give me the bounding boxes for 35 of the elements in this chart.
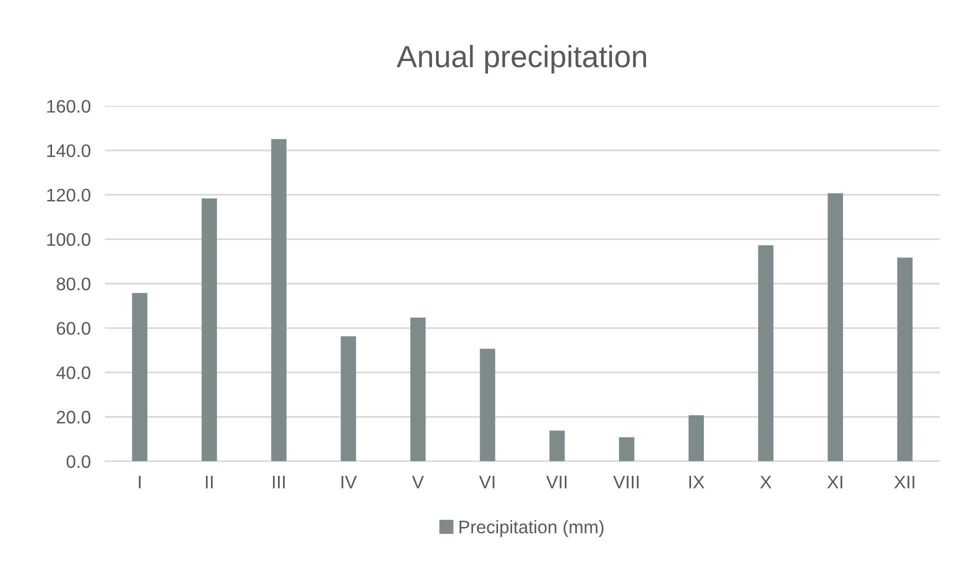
bar bbox=[828, 193, 843, 462]
y-tick-label: 80.0 bbox=[56, 278, 90, 290]
y-tick-label: 20.0 bbox=[56, 410, 90, 424]
y-tick-label: 140.0 bbox=[47, 144, 90, 158]
x-tick-label: III bbox=[272, 476, 285, 488]
x-tick-label: X bbox=[760, 476, 772, 488]
x-tick-label: VIII bbox=[613, 476, 639, 488]
bar bbox=[271, 139, 286, 462]
y-tick-label: 0.0 bbox=[66, 455, 90, 468]
bar bbox=[132, 292, 148, 462]
y-tick-label: 160.0 bbox=[47, 100, 90, 113]
x-tick-label: I bbox=[138, 476, 141, 488]
x-tick-label: XI bbox=[827, 476, 842, 488]
bar bbox=[758, 245, 774, 462]
bar bbox=[340, 336, 356, 462]
bar bbox=[688, 415, 704, 462]
y-tick-label: 120.0 bbox=[47, 188, 90, 202]
y-tick-label: 40.0 bbox=[56, 366, 90, 380]
bar bbox=[410, 318, 426, 462]
x-tick-label: II bbox=[206, 476, 213, 488]
bar bbox=[202, 198, 217, 462]
y-tick-label: 60.0 bbox=[56, 322, 90, 335]
x-tick-label: XII bbox=[894, 476, 914, 488]
chart-title: Anual precipitation bbox=[396, 44, 646, 74]
legend-label: Precipitation (mm) bbox=[460, 520, 604, 537]
y-tick-label: 100.0 bbox=[47, 233, 90, 246]
bar bbox=[549, 430, 565, 462]
x-tick-label: IV bbox=[342, 476, 357, 488]
bar bbox=[619, 437, 634, 462]
x-tick-label: IX bbox=[689, 476, 704, 488]
bar bbox=[897, 258, 913, 462]
x-tick-label: V bbox=[412, 476, 424, 488]
x-tick-label: VII bbox=[546, 476, 566, 488]
x-tick-label: VI bbox=[479, 476, 494, 488]
bar bbox=[480, 348, 496, 462]
